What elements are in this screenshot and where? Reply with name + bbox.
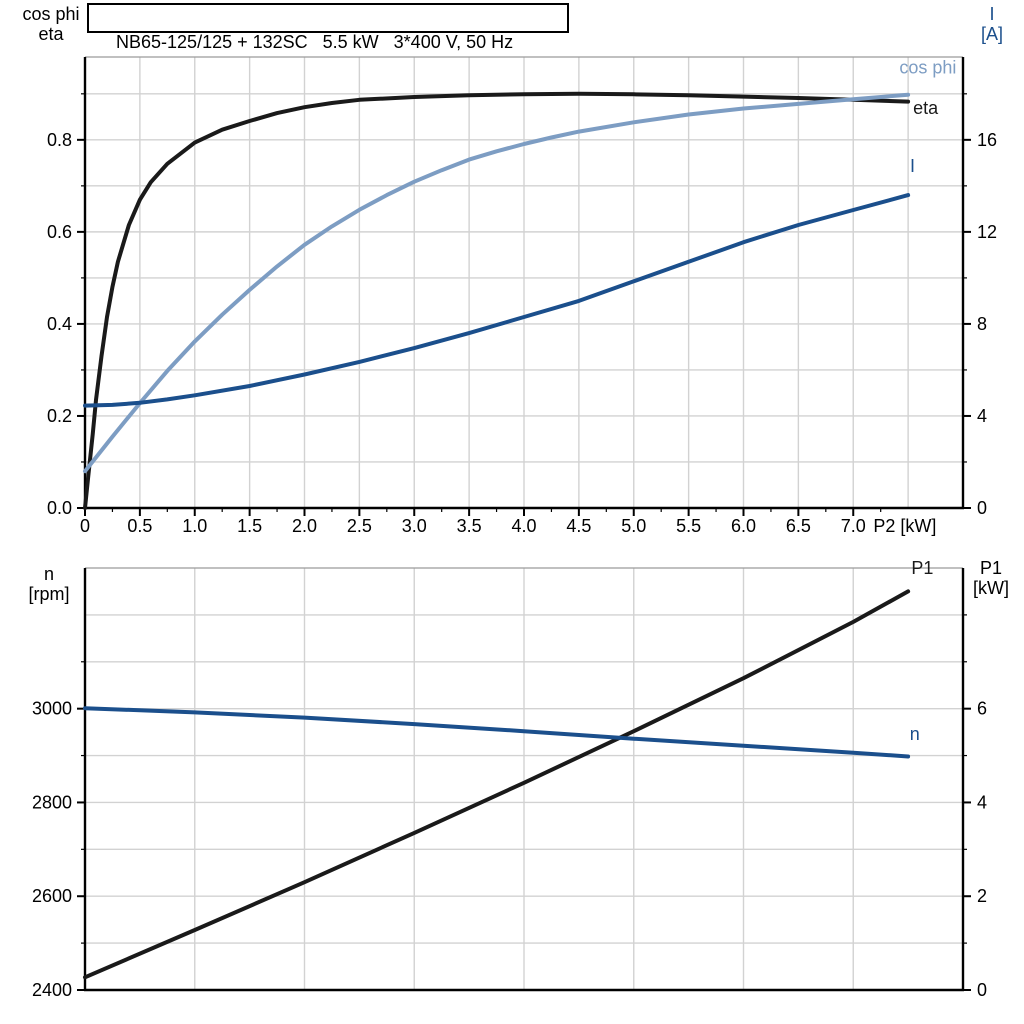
x-tick-label: 3.0 bbox=[402, 516, 427, 536]
bottom-chart-left-axis-title: n [rpm] bbox=[7, 564, 91, 604]
curve-label-I: I bbox=[910, 156, 915, 176]
left-tick-label: 0.6 bbox=[47, 222, 72, 242]
left-tick-label: 0.4 bbox=[47, 314, 72, 334]
right-tick-label: 2 bbox=[977, 886, 987, 906]
curve-label-n: n bbox=[910, 724, 920, 744]
curve-n bbox=[83, 706, 911, 759]
left-axis-label-cosphi: cos phi bbox=[22, 4, 80, 24]
x-tick-label: 6.5 bbox=[786, 516, 811, 536]
x-tick-label: 2.5 bbox=[347, 516, 372, 536]
right-axis-unit-amps: [A] bbox=[980, 24, 1003, 44]
x-tick-label: 6.0 bbox=[731, 516, 756, 536]
x-tick-label: 4.5 bbox=[566, 516, 591, 536]
left-axis-label-eta: eta bbox=[38, 24, 64, 44]
x-tick-label: 0.5 bbox=[127, 516, 152, 536]
left-tick-label: 3000 bbox=[32, 699, 72, 719]
chart-title: NB65-125/125 + 132SC 5.5 kW 3*400 V, 50 … bbox=[116, 32, 514, 52]
x-tick-label: 7.0 bbox=[841, 516, 866, 536]
left-tick-label: 2400 bbox=[32, 980, 72, 1000]
x-tick-label: 3.5 bbox=[457, 516, 482, 536]
curve-label-P1: P1 bbox=[911, 558, 933, 578]
right-axis-label-inputpower: P1 bbox=[979, 558, 1003, 578]
x-tick-label: 0 bbox=[80, 516, 90, 536]
right-axis-label-current: I bbox=[989, 4, 995, 24]
right-axis-unit-kw: [kW] bbox=[973, 578, 1009, 598]
left-axis-label-speed: n bbox=[43, 564, 54, 584]
x-axis-title: P2 [kW] bbox=[873, 516, 936, 536]
left-tick-label: 0.2 bbox=[47, 406, 72, 426]
top-chart-left-axis-title: cos phi eta bbox=[11, 4, 91, 44]
left-tick-label: 0.0 bbox=[47, 498, 72, 518]
curve-I bbox=[83, 193, 911, 408]
x-tick-label: 1.5 bbox=[237, 516, 262, 536]
right-tick-label: 16 bbox=[977, 130, 997, 150]
chart-title-box: NB65-125/125 + 132SC 5.5 kW 3*400 V, 50 … bbox=[87, 3, 569, 52]
x-tick-label: 1.0 bbox=[182, 516, 207, 536]
bottom-chart-right-axis-title: P1 [kW] bbox=[958, 558, 1024, 598]
curve-eta bbox=[83, 91, 911, 510]
curve-label-cos-phi: cos phi bbox=[899, 58, 956, 78]
right-tick-label: 0 bbox=[977, 980, 987, 1000]
right-tick-label: 12 bbox=[977, 222, 997, 242]
right-tick-label: 6 bbox=[977, 699, 987, 719]
curve-cos-phi bbox=[83, 92, 911, 474]
x-tick-label: 5.0 bbox=[621, 516, 646, 536]
right-tick-label: 4 bbox=[977, 792, 987, 812]
curve-P1 bbox=[83, 589, 911, 980]
top-chart-right-axis-title: I [A] bbox=[960, 4, 1024, 44]
x-tick-label: 2.0 bbox=[292, 516, 317, 536]
left-axis-unit-rpm: [rpm] bbox=[28, 584, 70, 604]
right-tick-label: 8 bbox=[977, 314, 987, 334]
curve-label-eta: eta bbox=[913, 98, 939, 118]
x-tick-label: 4.0 bbox=[511, 516, 536, 536]
right-tick-label: 0 bbox=[977, 498, 987, 518]
left-tick-label: 2800 bbox=[32, 792, 72, 812]
x-tick-label: 5.5 bbox=[676, 516, 701, 536]
left-tick-label: 0.8 bbox=[47, 130, 72, 150]
left-tick-label: 2600 bbox=[32, 886, 72, 906]
right-tick-label: 4 bbox=[977, 406, 987, 426]
